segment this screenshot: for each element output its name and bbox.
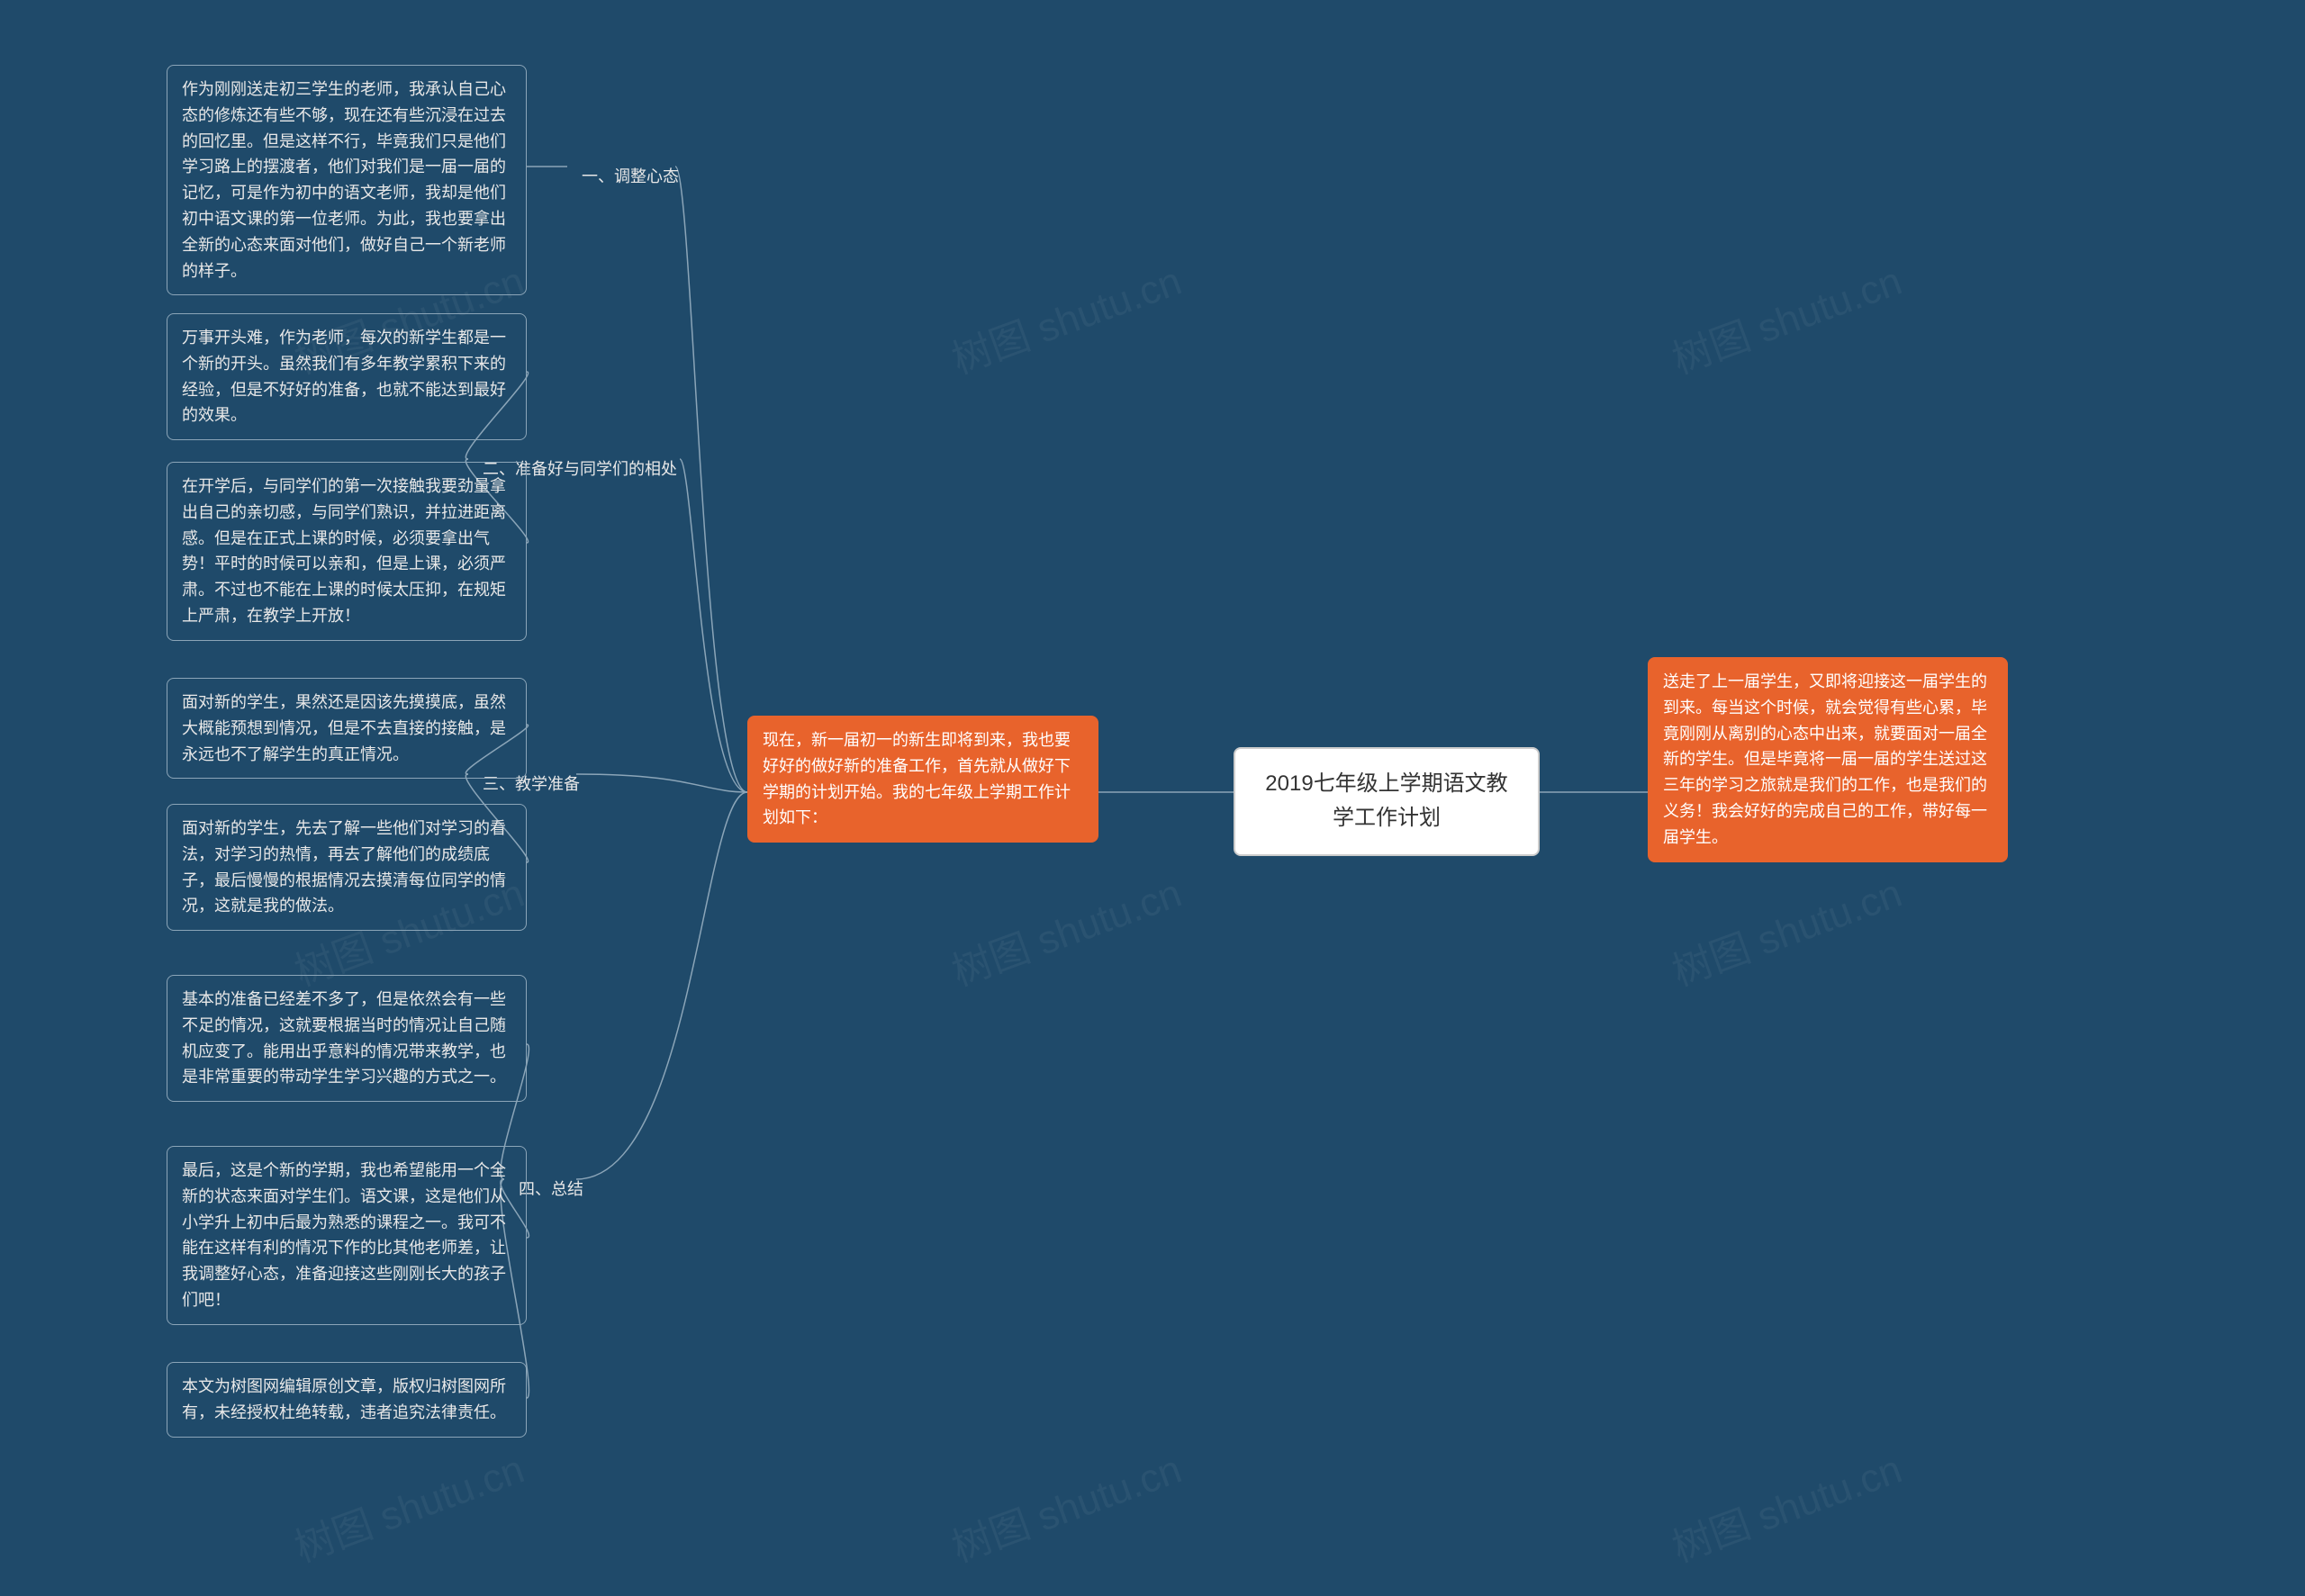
root-title: 2019七年级上学期语文教学工作计划	[1265, 771, 1507, 830]
leaf-node[interactable]: 本文为树图网编辑原创文章，版权归树图网所有，未经授权杜绝转载，违者追究法律责任。	[167, 1362, 527, 1438]
leaf-text: 最后，这是个新的学期，我也希望能用一个全新的状态来面对学生们。语文课，这是他们从…	[182, 1161, 506, 1309]
left-intro-text: 现在，新一届初一的新生即将到来，我也要好好的做好新的准备工作，首先就从做好下学期…	[763, 731, 1071, 826]
leaf-text: 本文为树图网编辑原创文章，版权归树图网所有，未经授权杜绝转载，违者追究法律责任。	[182, 1377, 506, 1421]
watermark: 树图 shutu.cn	[1663, 248, 1908, 384]
left-intro-node[interactable]: 现在，新一届初一的新生即将到来，我也要好好的做好新的准备工作，首先就从做好下学期…	[747, 716, 1098, 843]
leaf-node[interactable]: 面对新的学生，先去了解一些他们对学习的看法，对学习的热情，再去了解他们的成绩底子…	[167, 804, 527, 931]
section-label[interactable]: 一、调整心态	[567, 153, 693, 201]
watermark: 树图 shutu.cn	[943, 861, 1188, 996]
leaf-node[interactable]: 作为刚刚送走初三学生的老师，我承认自己心态的修炼还有些不够，现在还有些沉浸在过去…	[167, 65, 527, 295]
watermark: 树图 shutu.cn	[943, 1437, 1188, 1573]
watermark: 树图 shutu.cn	[1663, 1437, 1908, 1573]
leaf-node[interactable]: 最后，这是个新的学期，我也希望能用一个全新的状态来面对学生们。语文课，这是他们从…	[167, 1146, 527, 1325]
leaf-node[interactable]: 基本的准备已经差不多了，但是依然会有一些不足的情况，这就要根据当时的情况让自己随…	[167, 975, 527, 1102]
leaf-text: 基本的准备已经差不多了，但是依然会有一些不足的情况，这就要根据当时的情况让自己随…	[182, 990, 506, 1086]
watermark: 树图 shutu.cn	[285, 1437, 530, 1573]
leaf-text: 在开学后，与同学们的第一次接触我要劲量拿出自己的亲切感，与同学们熟识，并拉进距离…	[182, 477, 506, 625]
root-node[interactable]: 2019七年级上学期语文教学工作计划	[1234, 747, 1540, 856]
leaf-text: 面对新的学生，果然还是因该先摸摸底，虽然大概能预想到情况，但是不去直接的接触，是…	[182, 693, 506, 763]
leaf-node[interactable]: 在开学后，与同学们的第一次接触我要劲量拿出自己的亲切感，与同学们熟识，并拉进距离…	[167, 462, 527, 641]
watermark: 树图 shutu.cn	[943, 248, 1188, 384]
leaf-text: 万事开头难，作为老师，每次的新学生都是一个新的开头。虽然我们有多年教学累积下来的…	[182, 329, 506, 424]
leaf-node[interactable]: 面对新的学生，果然还是因该先摸摸底，虽然大概能预想到情况，但是不去直接的接触，是…	[167, 678, 527, 779]
right-summary-text: 送走了上一届学生，又即将迎接这一届学生的到来。每当这个时候，就会觉得有些心累，毕…	[1663, 672, 1987, 846]
watermark: 树图 shutu.cn	[1663, 861, 1908, 996]
right-summary-node[interactable]: 送走了上一届学生，又即将迎接这一届学生的到来。每当这个时候，就会觉得有些心累，毕…	[1648, 657, 2008, 862]
leaf-node[interactable]: 万事开头难，作为老师，每次的新学生都是一个新的开头。虽然我们有多年教学累积下来的…	[167, 313, 527, 440]
leaf-text: 面对新的学生，先去了解一些他们对学习的看法，对学习的热情，再去了解他们的成绩底子…	[182, 819, 506, 915]
leaf-text: 作为刚刚送走初三学生的老师，我承认自己心态的修炼还有些不够，现在还有些沉浸在过去…	[182, 80, 506, 280]
